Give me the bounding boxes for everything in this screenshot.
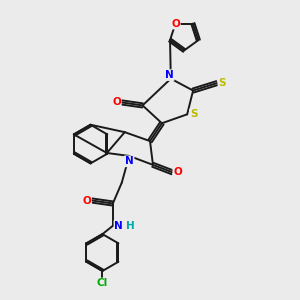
Text: H: H: [126, 221, 134, 231]
Text: O: O: [173, 167, 182, 177]
Text: N: N: [125, 156, 134, 166]
Text: O: O: [112, 98, 121, 107]
Text: N: N: [114, 221, 123, 231]
Text: N: N: [165, 70, 174, 80]
Text: S: S: [218, 78, 226, 88]
Text: S: S: [190, 109, 197, 119]
Text: O: O: [171, 19, 180, 28]
Text: O: O: [82, 196, 91, 206]
Text: Cl: Cl: [97, 278, 108, 289]
